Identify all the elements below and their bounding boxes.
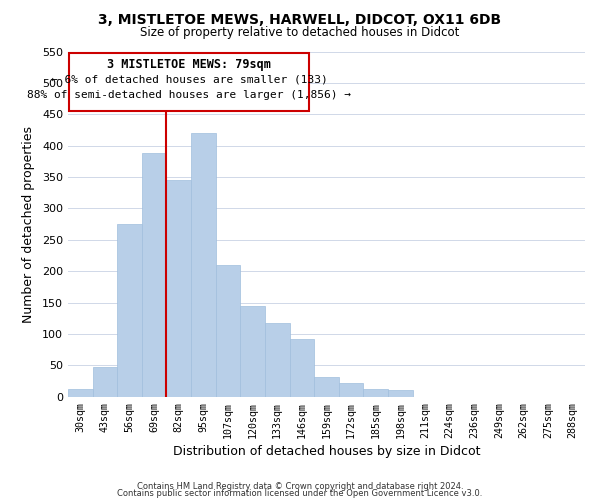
Y-axis label: Number of detached properties: Number of detached properties (22, 126, 35, 322)
Bar (364, 389, 388, 396)
Text: 3, MISTLETOE MEWS, HARWELL, DIDCOT, OX11 6DB: 3, MISTLETOE MEWS, HARWELL, DIDCOT, OX11… (98, 12, 502, 26)
Text: ← 6% of detached houses are smaller (133): ← 6% of detached houses are smaller (133… (51, 74, 328, 84)
Bar (240, 306, 265, 396)
Text: 3 MISTLETOE MEWS: 79sqm: 3 MISTLETOE MEWS: 79sqm (107, 58, 271, 70)
Bar (265, 322, 290, 396)
Bar (142, 153, 166, 396)
Bar (166, 180, 191, 396)
Bar (215, 265, 240, 396)
Bar (68, 389, 92, 396)
Text: Size of property relative to detached houses in Didcot: Size of property relative to detached ho… (140, 26, 460, 39)
Bar (290, 339, 314, 396)
FancyBboxPatch shape (69, 53, 309, 111)
Bar (314, 377, 339, 396)
Bar (191, 133, 215, 396)
Text: Contains HM Land Registry data © Crown copyright and database right 2024.: Contains HM Land Registry data © Crown c… (137, 482, 463, 491)
Bar (117, 224, 142, 396)
X-axis label: Distribution of detached houses by size in Didcot: Distribution of detached houses by size … (173, 444, 480, 458)
Bar (92, 366, 117, 396)
Bar (339, 383, 364, 396)
Text: 88% of semi-detached houses are larger (1,856) →: 88% of semi-detached houses are larger (… (27, 90, 351, 100)
Bar (388, 390, 413, 396)
Text: Contains public sector information licensed under the Open Government Licence v3: Contains public sector information licen… (118, 489, 482, 498)
